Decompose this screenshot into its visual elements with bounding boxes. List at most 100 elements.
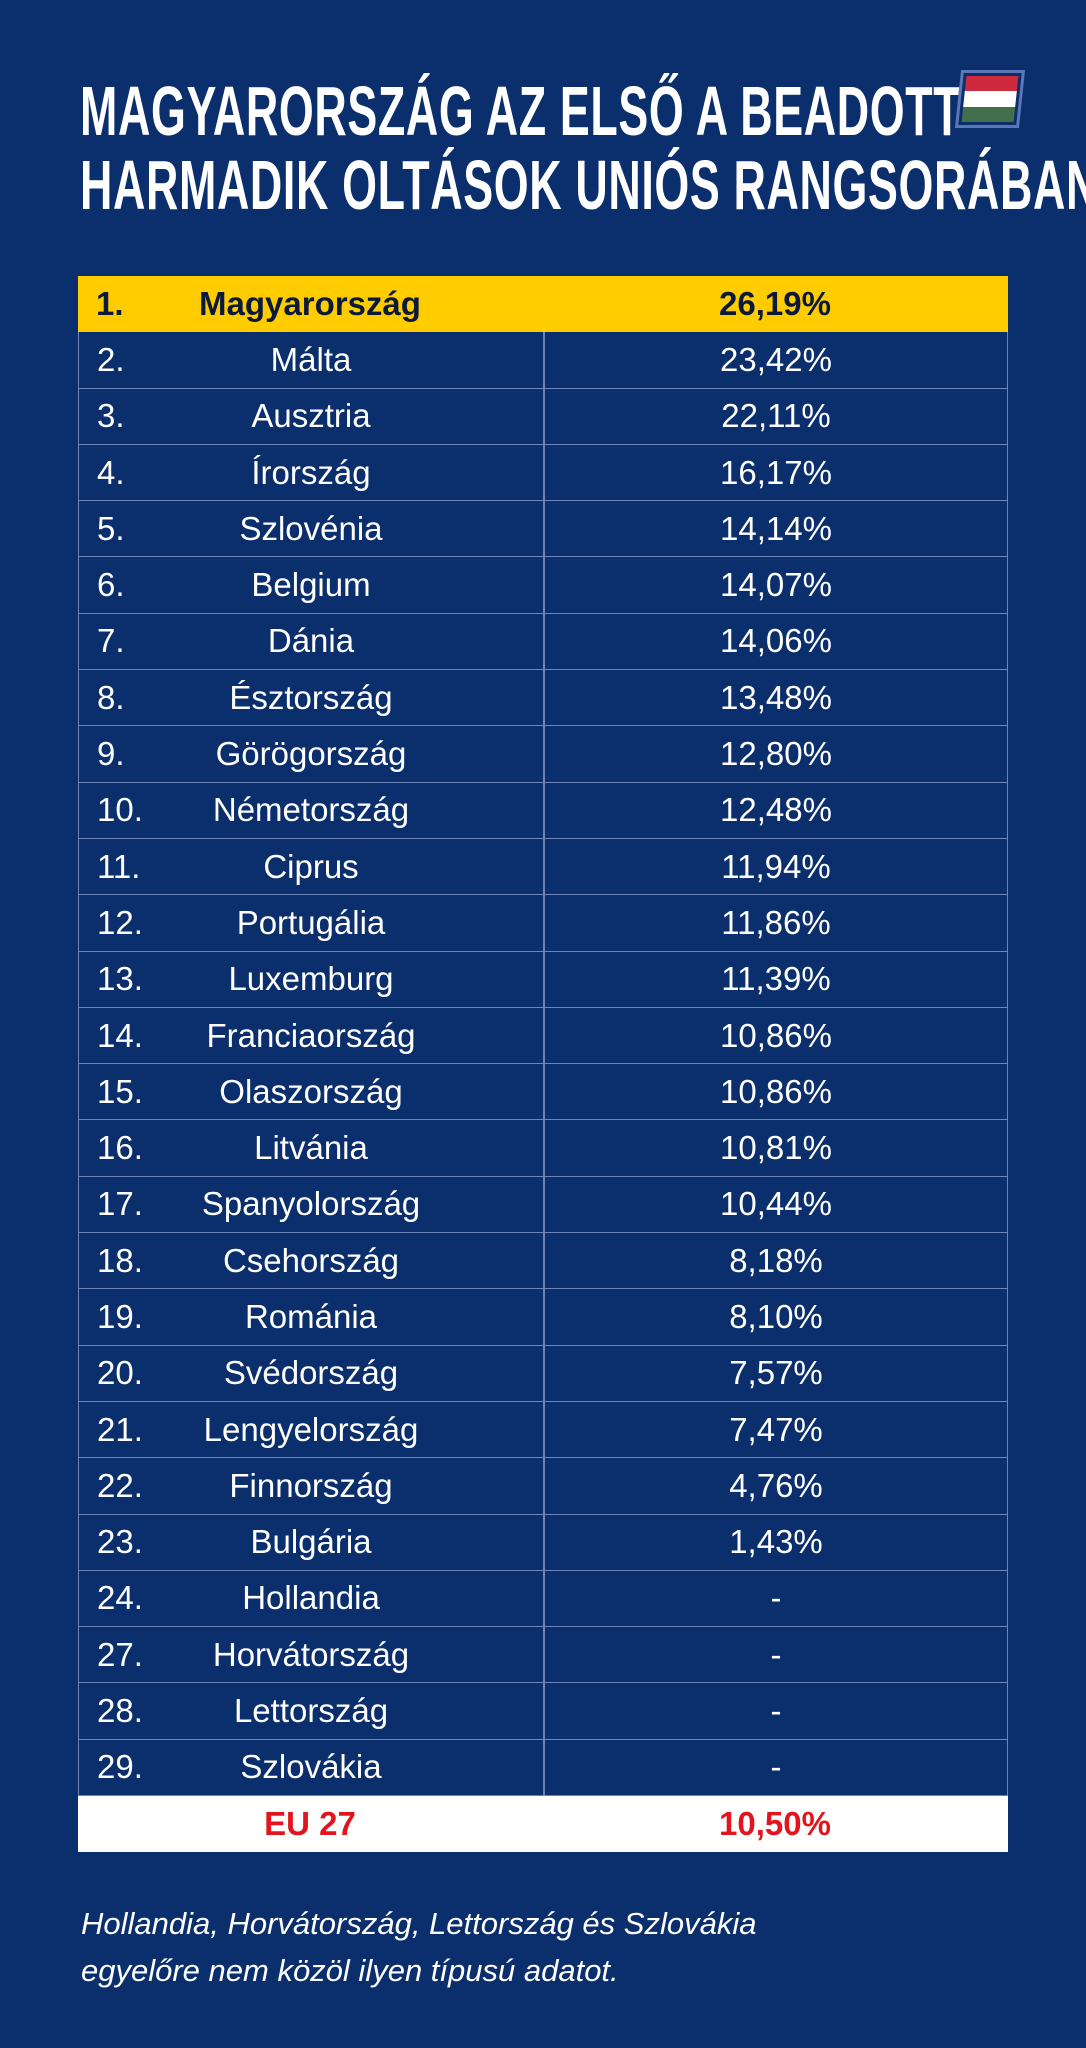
value-cell: 4,76% [729, 1466, 823, 1504]
value-cell: - [770, 1579, 782, 1617]
country-cell: Szlovákia [240, 1748, 382, 1786]
value-cell: 10,86% [720, 1016, 832, 1054]
value-cell: 26,19% [719, 285, 831, 323]
table-row: 10. Németország 12,48% [78, 782, 1008, 839]
title-line-1: MAGYARORSZÁG AZ ELSŐ A BEADOTT [80, 72, 962, 150]
country-cell: Dánia [267, 622, 355, 660]
rank-cell: 29. [97, 1748, 143, 1786]
table-row: 6. Belgium 14,07% [78, 557, 1008, 614]
table-row: 5. Szlovénia 14,14% [78, 501, 1008, 558]
rank-cell: 19. [97, 1297, 143, 1335]
table-row: 28. Lettország - [78, 1683, 1008, 1740]
country-cell: Olaszország [219, 1072, 403, 1110]
table-row: 12. Portugália 11,86% [78, 895, 1008, 952]
rank-cell: 3. [97, 397, 125, 435]
table-row: 14. Franciaország 10,86% [78, 1007, 1008, 1065]
rank-cell: 27. [97, 1635, 143, 1673]
country-cell: Írország [251, 453, 371, 491]
country-cell: Észtország [229, 678, 393, 716]
table-row: 19. Románia 8,10% [78, 1289, 1008, 1346]
rank-cell: 20. [97, 1354, 143, 1392]
rank-cell: 6. [97, 566, 125, 604]
value-cell: 23,42% [720, 340, 832, 378]
eu-label: EU 27 [264, 1805, 356, 1843]
value-cell: 14,14% [720, 509, 832, 547]
value-cell: 10,44% [720, 1185, 832, 1223]
country-cell: Szlovénia [239, 509, 383, 547]
rank-cell: 12. [97, 903, 143, 941]
table-row: 8. Észtország 13,48% [78, 670, 1008, 727]
table-row: 20. Svédország 7,57% [78, 1345, 1008, 1402]
country-cell: Magyarország [199, 285, 421, 323]
value-cell: 14,07% [720, 566, 832, 604]
eu-average-row: EU 27 10,50% [78, 1796, 1008, 1853]
value-cell: 14,06% [720, 622, 832, 660]
table-row: 3. Ausztria 22,11% [78, 388, 1008, 445]
rank-cell: 4. [97, 453, 125, 491]
rank-cell: 24. [97, 1579, 143, 1617]
country-cell: Litvánia [254, 1129, 368, 1167]
rank-cell: 5. [97, 509, 125, 547]
rank-cell: 13. [97, 960, 143, 998]
rank-cell: 28. [97, 1692, 143, 1730]
footnote: Hollandia, Horvátország, Lettország és S… [81, 1900, 756, 1994]
rank-cell: 1. [96, 285, 124, 323]
country-cell: Finnország [229, 1466, 393, 1504]
country-cell: Lengyelország [203, 1410, 419, 1448]
country-cell: Lettország [233, 1692, 389, 1730]
value-cell: 8,10% [729, 1297, 823, 1335]
table-row: 22. Finnország 4,76% [78, 1458, 1008, 1515]
table-row: 21. Lengyelország 7,47% [78, 1401, 1008, 1459]
value-cell: 13,48% [720, 678, 832, 716]
country-cell: Franciaország [206, 1016, 416, 1054]
country-cell: Ciprus [263, 847, 359, 885]
table-row: 1. Magyarország 26,19% [78, 276, 1008, 333]
country-cell: Csehország [222, 1241, 400, 1279]
table-row: 16. Litvánia 10,81% [78, 1120, 1008, 1177]
value-cell: 10,86% [720, 1072, 832, 1110]
rank-cell: 11. [97, 847, 141, 885]
value-cell: 12,48% [720, 791, 832, 829]
rank-cell: 16. [97, 1129, 143, 1167]
country-cell: Portugália [236, 903, 386, 941]
value-cell: - [770, 1635, 782, 1673]
table-row: 18. Csehország 8,18% [78, 1233, 1008, 1290]
value-cell: 16,17% [720, 453, 832, 491]
rank-cell: 23. [97, 1523, 143, 1561]
table-row: 11. Ciprus 11,94% [78, 838, 1008, 896]
value-cell: 11,94% [721, 847, 831, 885]
page-title: MAGYARORSZÁG AZ ELSŐ A BEADOTT HARMADIK … [80, 74, 1086, 222]
value-cell: 11,86% [721, 903, 831, 941]
value-cell: 10,81% [720, 1129, 832, 1167]
rank-cell: 17. [97, 1185, 143, 1223]
value-cell: 7,57% [729, 1354, 823, 1392]
value-cell: - [770, 1748, 782, 1786]
rank-cell: 9. [97, 735, 125, 773]
country-cell: Németország [212, 791, 410, 829]
country-cell: Spanyolország [201, 1185, 421, 1223]
footnote-line-2: egyelőre nem közöl ilyen típusú adatot. [81, 1953, 619, 1988]
value-cell: 22,11% [721, 397, 831, 435]
country-cell: Luxemburg [228, 960, 394, 998]
rank-cell: 15. [97, 1072, 143, 1110]
ranking-table: 1. Magyarország 26,19% 2. Málta 23,42% 3. Auszt… [78, 276, 1008, 1853]
value-cell: 1,43% [729, 1523, 823, 1561]
rank-cell: 10. [97, 791, 143, 829]
table-row: 7. Dánia 14,06% [78, 613, 1008, 671]
rank-cell: 7. [97, 622, 125, 660]
rank-cell: 22. [97, 1466, 143, 1504]
table-row: 24. Hollandia - [78, 1570, 1008, 1628]
value-cell: 8,18% [729, 1241, 823, 1279]
table-row: 23. Bulgária 1,43% [78, 1514, 1008, 1571]
rank-cell: 2. [97, 340, 125, 378]
country-cell: Svédország [223, 1354, 399, 1392]
footnote-line-1: Hollandia, Horvátország, Lettország és S… [81, 1906, 757, 1941]
table-row: 15. Olaszország 10,86% [78, 1064, 1008, 1121]
table-row: 4. Írország 16,17% [78, 444, 1008, 502]
value-cell: 11,39% [721, 960, 831, 998]
country-cell: Ausztria [251, 397, 371, 435]
table-row: 29. Szlovákia - [78, 1739, 1008, 1797]
eu-value: 10,50% [719, 1805, 831, 1843]
hungarian-flag-icon [954, 70, 1026, 128]
table-row: 27. Horvátország - [78, 1627, 1008, 1684]
